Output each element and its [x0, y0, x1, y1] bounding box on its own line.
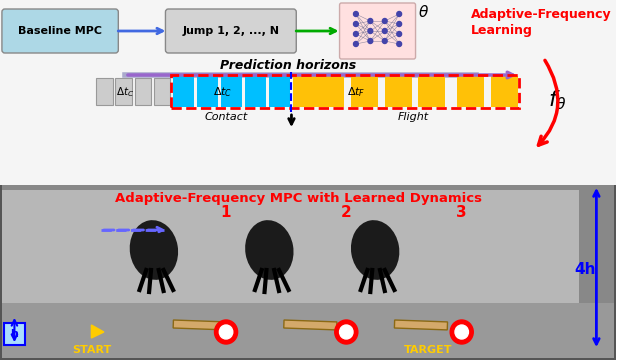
Text: $f_\theta$: $f_\theta$	[548, 88, 568, 112]
Bar	[134, 78, 151, 105]
Circle shape	[397, 32, 401, 36]
Bar	[269, 76, 291, 107]
Circle shape	[220, 325, 233, 339]
Bar	[2, 185, 614, 358]
Bar	[173, 320, 227, 330]
Text: 1: 1	[221, 204, 231, 220]
Circle shape	[214, 320, 237, 344]
Text: Baseline MPC: Baseline MPC	[18, 26, 102, 36]
Bar	[4, 323, 25, 345]
Text: Adaptive-Frequency
Learning: Adaptive-Frequency Learning	[471, 8, 612, 36]
Ellipse shape	[130, 220, 178, 280]
Text: h: h	[10, 329, 19, 339]
Bar	[293, 76, 320, 107]
Text: Prediction horizons: Prediction horizons	[220, 59, 356, 72]
Text: 4h: 4h	[574, 262, 596, 278]
Bar	[351, 76, 378, 107]
Circle shape	[353, 12, 358, 17]
Circle shape	[397, 22, 401, 27]
Bar	[245, 76, 266, 107]
Bar	[197, 76, 218, 107]
Text: START: START	[72, 345, 111, 355]
Bar	[154, 78, 170, 105]
Text: Flight: Flight	[398, 112, 429, 122]
Ellipse shape	[351, 220, 399, 280]
Bar	[394, 320, 447, 330]
FancyBboxPatch shape	[2, 9, 118, 53]
Circle shape	[382, 39, 387, 44]
Circle shape	[368, 28, 372, 33]
Circle shape	[335, 320, 358, 344]
Bar	[96, 78, 113, 105]
Circle shape	[382, 18, 387, 23]
FancyBboxPatch shape	[166, 9, 296, 53]
Circle shape	[353, 41, 358, 46]
Bar	[317, 76, 344, 107]
Circle shape	[382, 28, 387, 33]
Circle shape	[340, 325, 353, 339]
Circle shape	[455, 325, 468, 339]
Polygon shape	[92, 325, 104, 338]
Bar	[173, 76, 195, 107]
Bar	[172, 75, 520, 108]
Bar	[115, 78, 132, 105]
Bar	[0, 0, 616, 185]
Circle shape	[397, 12, 401, 17]
Bar	[491, 76, 518, 107]
FancyBboxPatch shape	[340, 3, 415, 59]
Circle shape	[368, 39, 372, 44]
Bar	[419, 76, 445, 107]
Text: TARGET: TARGET	[404, 345, 452, 355]
Bar	[221, 76, 243, 107]
Bar	[2, 190, 579, 310]
Text: $\theta$: $\theta$	[419, 4, 429, 20]
Circle shape	[397, 41, 401, 46]
FancyArrowPatch shape	[538, 60, 558, 145]
Text: Contact: Contact	[204, 112, 248, 122]
Bar	[284, 320, 337, 330]
Text: Adaptive-Frequency MPC with Learned Dynamics: Adaptive-Frequency MPC with Learned Dyna…	[115, 192, 482, 204]
Circle shape	[353, 32, 358, 36]
Text: 2: 2	[341, 204, 351, 220]
Bar	[0, 185, 616, 360]
Circle shape	[368, 18, 372, 23]
Circle shape	[450, 320, 473, 344]
Ellipse shape	[245, 220, 294, 280]
Text: $\Delta t_C$: $\Delta t_C$	[214, 85, 233, 99]
Text: $\Delta t_F$: $\Delta t_F$	[347, 85, 365, 99]
Bar	[457, 76, 484, 107]
Bar	[385, 76, 412, 107]
Text: 3: 3	[456, 204, 467, 220]
Text: $\Delta t_C$: $\Delta t_C$	[116, 85, 134, 99]
Circle shape	[353, 22, 358, 27]
Text: Jump 1, 2, ..., N: Jump 1, 2, ..., N	[182, 26, 279, 36]
Bar	[2, 303, 614, 358]
